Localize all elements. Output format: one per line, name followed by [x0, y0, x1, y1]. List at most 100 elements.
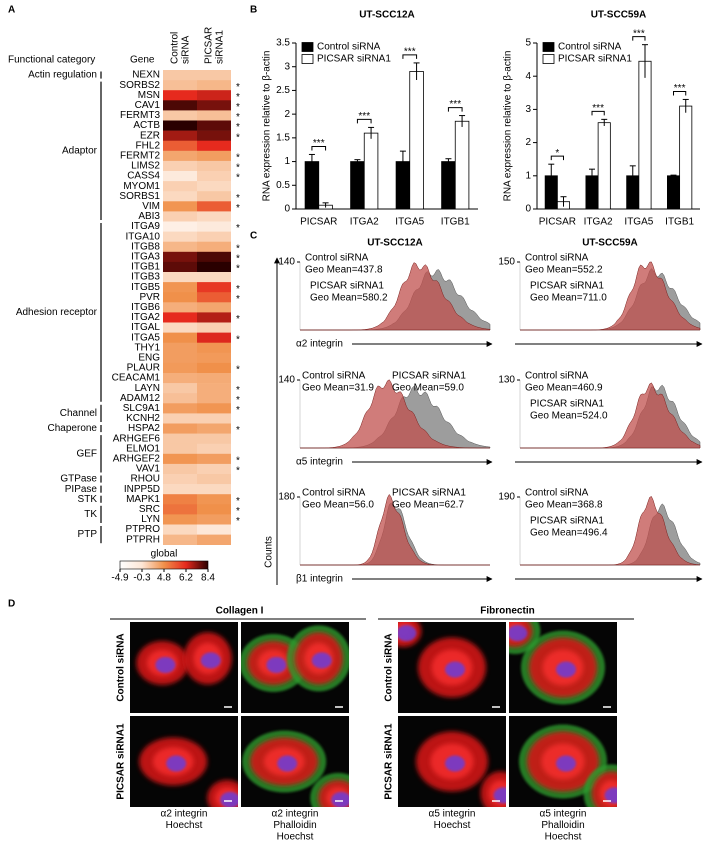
significance-star: *	[236, 284, 240, 295]
error-bar	[670, 174, 677, 177]
category-label: PIPase	[65, 484, 98, 495]
heatmap-cell	[197, 292, 231, 303]
gene-label: ELMO1	[126, 443, 160, 454]
y-tick-label: 0.5	[276, 180, 290, 191]
gene-label: ITGB6	[131, 302, 160, 313]
significance-label: ***	[449, 99, 461, 110]
heatmap-cell	[163, 150, 197, 162]
gene-label: CAV1	[135, 100, 161, 111]
group-title: Fibronectin	[480, 606, 534, 617]
control-label: Control siRNA	[305, 253, 369, 264]
control-mean: Geo Mean=368.8	[525, 500, 603, 511]
picsar-label: PICSAR siRNA1	[530, 516, 604, 527]
y-tick-label: 1	[525, 170, 531, 181]
marker-label: α5 integrin	[296, 457, 343, 468]
significance-bracket	[447, 107, 463, 112]
significance-star: *	[236, 82, 240, 93]
colorbar-title: global	[151, 549, 178, 560]
bar	[350, 161, 365, 210]
y-tick-label: 2	[525, 137, 531, 148]
nucleus	[445, 661, 465, 678]
control-mean: Geo Mean=437.8	[305, 265, 383, 276]
heatmap-cell	[163, 373, 197, 384]
significance-bracket	[356, 118, 372, 124]
x-tick-label: ITGB1	[441, 217, 470, 228]
bar	[638, 60, 652, 210]
heatmap-cell	[163, 272, 197, 283]
heatmap-cell	[163, 342, 197, 354]
panel-letter: A	[8, 5, 15, 16]
error-bar	[459, 115, 466, 127]
heatmap-cell	[197, 100, 231, 111]
gene-label: NEXN	[132, 70, 160, 81]
gene-label: ITGB5	[131, 282, 160, 293]
significance-star: *	[236, 314, 240, 325]
heatmap-cell	[163, 474, 197, 485]
significance-label: ***	[313, 138, 325, 149]
nucleus	[220, 791, 238, 807]
y-tick-label: 2	[284, 109, 290, 120]
legend-label: Control siRNA	[317, 42, 381, 53]
bar	[597, 122, 611, 210]
panel-letter: D	[8, 599, 15, 610]
heatmap-cell	[197, 514, 231, 525]
heatmap-cell	[163, 160, 197, 172]
picsar-label: PICSAR siRNA1	[530, 399, 604, 410]
x-tick-label: ITGA2	[584, 217, 613, 228]
nucleus	[556, 755, 576, 772]
nucleus	[604, 787, 617, 804]
significance-star: *	[236, 385, 240, 396]
y-axis-label: RNA expression relative to β-actin	[262, 51, 273, 202]
heatmap-cell	[163, 403, 197, 414]
colorbar-tick-label: -0.3	[133, 573, 151, 584]
heatmap-cell	[163, 181, 197, 192]
y-tick-label: 2.5	[276, 85, 290, 96]
gene-label: ITGA3	[131, 251, 160, 262]
heatmap-cell	[197, 373, 231, 384]
significance-star: *	[236, 243, 240, 254]
heatmap-cell	[197, 110, 231, 121]
significance-star: *	[236, 516, 240, 527]
heatmap-cell	[197, 474, 231, 485]
heatmap-cell	[197, 413, 231, 424]
error-bar	[413, 62, 420, 80]
heatmap-cell	[163, 211, 197, 222]
control-histogram	[300, 262, 491, 331]
error-bar	[682, 98, 689, 113]
micrograph	[241, 716, 349, 807]
heatmap-cell	[163, 312, 197, 323]
x-tick-label: PICSAR	[539, 217, 576, 228]
gene-label: ITGB8	[131, 241, 160, 252]
heatmap-cell	[197, 433, 231, 444]
heatmap-cell	[197, 443, 231, 455]
category-label: Channel	[60, 408, 97, 419]
heatmap-cell	[197, 90, 231, 101]
heatmap-cell	[163, 261, 197, 273]
control-mean: Geo Mean=31.9	[302, 383, 374, 394]
heatmap-cell	[163, 504, 197, 515]
heatmap-cell	[197, 80, 231, 91]
heatmap-cell	[197, 534, 231, 545]
caption: α5 integrin	[429, 809, 476, 820]
gene-label: VIM	[142, 201, 160, 212]
micrograph-content	[139, 737, 238, 807]
control-mean: Geo Mean=552.2	[525, 265, 603, 276]
gene-label: INPP5D	[124, 484, 160, 495]
heatmap-cell	[163, 524, 197, 535]
heatmap-cell	[163, 201, 197, 212]
colorbar-tick-label: 8.4	[201, 573, 215, 584]
heatmap-cell	[163, 413, 197, 424]
heatmap-cell	[197, 272, 231, 283]
nucleus	[556, 661, 576, 678]
gene-label: ITGA2	[131, 312, 160, 323]
panel-letter: C	[250, 231, 257, 242]
significance-star: *	[236, 455, 240, 466]
heatmap-cell	[163, 140, 197, 152]
heatmap-cell	[163, 231, 197, 242]
heatmap-cell	[197, 181, 231, 192]
nucleus	[493, 787, 506, 804]
significance-bracket	[673, 90, 687, 96]
control-histogram	[300, 379, 490, 449]
significance-star: *	[236, 253, 240, 264]
gene-label: FERMT3	[120, 110, 160, 121]
